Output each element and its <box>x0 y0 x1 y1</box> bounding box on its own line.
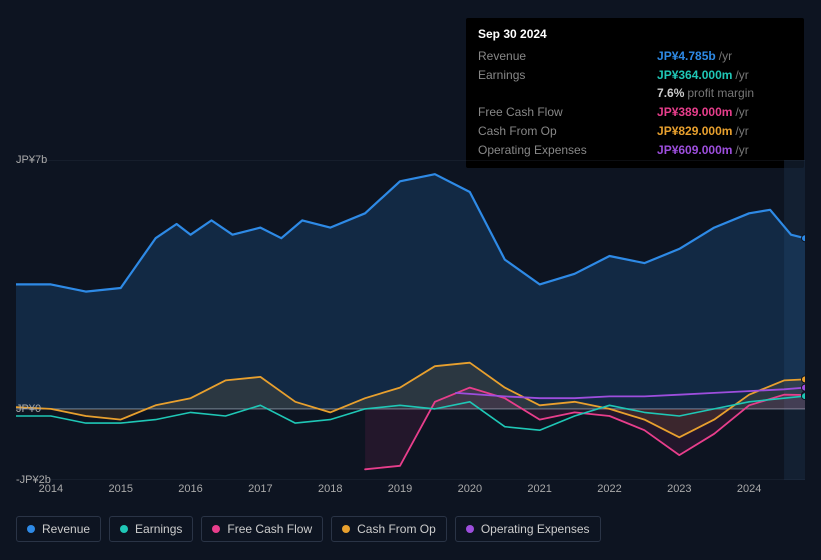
tooltip-row-value: JP¥609.000m/yr <box>657 141 792 160</box>
tooltip-row: Cash From OpJP¥829.000m/yr <box>478 122 792 141</box>
legend-item[interactable]: Operating Expenses <box>455 516 601 542</box>
tooltip-row-value: 7.6%profit margin <box>657 84 792 103</box>
tooltip-row: EarningsJP¥364.000m/yr <box>478 66 792 85</box>
tooltip-row-value: JP¥829.000m/yr <box>657 122 792 141</box>
chart-svg <box>16 160 805 480</box>
tooltip-date: Sep 30 2024 <box>478 26 792 43</box>
tooltip-row: Operating ExpensesJP¥609.000m/yr <box>478 141 792 160</box>
legend-dot-icon <box>27 525 35 533</box>
x-axis-label: 2024 <box>737 483 761 495</box>
series-endpoint <box>802 384 806 391</box>
tooltip-row-label: Free Cash Flow <box>478 103 657 122</box>
legend-label: Cash From Op <box>357 522 436 536</box>
x-axis-label: 2020 <box>458 483 482 495</box>
x-axis-label: 2016 <box>178 483 202 495</box>
y-axis-label: JP¥7b <box>16 154 47 166</box>
legend-item[interactable]: Earnings <box>109 516 193 542</box>
tooltip-row: Free Cash FlowJP¥389.000m/yr <box>478 103 792 122</box>
tooltip-row-label: Operating Expenses <box>478 141 657 160</box>
legend-item[interactable]: Revenue <box>16 516 101 542</box>
tooltip-row-value: JP¥4.785b/yr <box>657 47 792 66</box>
chart-container: Sep 30 2024RevenueJP¥4.785b/yrEarningsJP… <box>0 0 821 560</box>
legend-label: Earnings <box>135 522 182 536</box>
x-axis-label: 2018 <box>318 483 342 495</box>
legend-label: Free Cash Flow <box>227 522 312 536</box>
series-endpoint <box>802 376 806 383</box>
legend-dot-icon <box>466 525 474 533</box>
x-axis-label: 2021 <box>527 483 551 495</box>
series-endpoint <box>802 235 806 242</box>
chart-tooltip: Sep 30 2024RevenueJP¥4.785b/yrEarningsJP… <box>466 18 804 168</box>
tooltip-row-label <box>478 84 657 103</box>
legend-label: Revenue <box>42 522 90 536</box>
tooltip-row-label: Earnings <box>478 66 657 85</box>
tooltip-row-label: Revenue <box>478 47 657 66</box>
chart-legend: Revenue Earnings Free Cash Flow Cash From O… <box>16 516 601 542</box>
tooltip-row: 7.6%profit margin <box>478 84 792 103</box>
tooltip-row-label: Cash From Op <box>478 122 657 141</box>
x-axis-label: 2019 <box>388 483 412 495</box>
legend-item[interactable]: Cash From Op <box>331 516 447 542</box>
y-axis-label: JP¥0 <box>16 403 41 415</box>
tooltip-row-value: JP¥364.000m/yr <box>657 66 792 85</box>
x-axis-label: 2015 <box>108 483 132 495</box>
tooltip-row-value: JP¥389.000m/yr <box>657 103 792 122</box>
x-axis: 2014 2015 2016 2017 2018 2019 2020 2021 2022 2023… <box>16 483 805 503</box>
x-axis-label: 2017 <box>248 483 272 495</box>
legend-label: Operating Expenses <box>481 522 590 536</box>
legend-item[interactable]: Free Cash Flow <box>201 516 323 542</box>
series-area <box>16 174 805 409</box>
x-axis-label: 2014 <box>39 483 63 495</box>
x-axis-label: 2022 <box>597 483 621 495</box>
tooltip-row: RevenueJP¥4.785b/yr <box>478 47 792 66</box>
legend-dot-icon <box>342 525 350 533</box>
legend-dot-icon <box>212 525 220 533</box>
x-axis-label: 2023 <box>667 483 691 495</box>
series-endpoint <box>802 393 806 400</box>
chart-plot-area[interactable]: JP¥7bJP¥0-JP¥2b <box>16 160 805 480</box>
legend-dot-icon <box>120 525 128 533</box>
